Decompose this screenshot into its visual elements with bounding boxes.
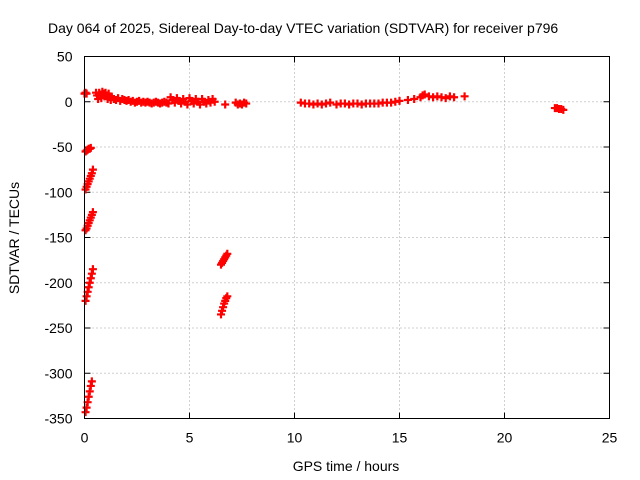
data-point: [395, 96, 404, 105]
data-point: [223, 292, 232, 301]
data-points: [80, 87, 568, 417]
data-point: [326, 98, 335, 107]
y-tick-label: -50: [52, 139, 72, 155]
data-point: [86, 143, 95, 152]
x-tick-label: 15: [392, 430, 408, 446]
x-tick-label: 25: [602, 430, 618, 446]
y-tick-label: -350: [44, 411, 72, 427]
y-tick-labels: 50 0 -50 -100 -150 -200 -250 -300 -350: [44, 49, 72, 427]
data-point: [441, 94, 450, 103]
data-point: [450, 93, 459, 102]
data-point: [82, 89, 91, 98]
x-tick-label: 0: [81, 430, 89, 446]
data-point: [559, 105, 568, 114]
data-point: [88, 165, 97, 174]
data-point: [460, 92, 469, 101]
data-point: [420, 90, 429, 99]
data-point: [88, 265, 97, 274]
y-axis-label: SDTVAR / TECUs: [6, 182, 22, 294]
x-tick-labels: 0 5 10 15 20 25: [81, 430, 618, 446]
x-axis-label: GPS time / hours: [293, 458, 400, 474]
y-tick-label: 0: [65, 94, 73, 110]
data-point: [242, 99, 251, 108]
x-tick-label: 20: [497, 430, 513, 446]
y-tick-label: -150: [44, 230, 72, 246]
y-tick-label: -250: [44, 320, 72, 336]
x-tick-label: 10: [287, 430, 303, 446]
data-point: [223, 249, 232, 258]
y-tick-label: -300: [44, 365, 72, 381]
x-tick-label: 5: [186, 430, 194, 446]
y-tick-label: 50: [57, 49, 73, 65]
plot-frame: [84, 56, 610, 419]
data-point: [88, 208, 97, 217]
data-point: [410, 95, 419, 104]
axis-ticks: [84, 56, 610, 419]
chart-title: Day 064 of 2025, Sidereal Day-to-day VTE…: [48, 20, 558, 36]
data-point: [210, 97, 219, 106]
grid: [84, 56, 610, 419]
data-point: [221, 100, 230, 109]
data-point: [87, 377, 96, 386]
y-tick-label: -200: [44, 275, 72, 291]
y-tick-label: -100: [44, 184, 72, 200]
